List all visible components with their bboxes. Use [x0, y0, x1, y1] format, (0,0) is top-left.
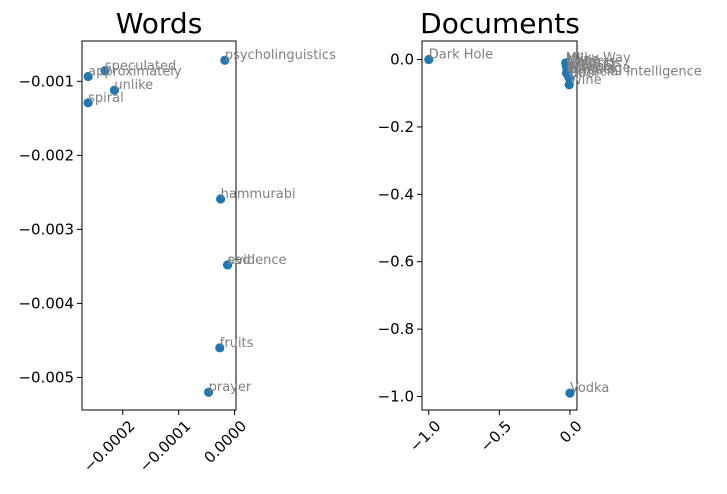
words-point-label: hammurabi: [221, 187, 296, 202]
words-scatter-point: [83, 71, 93, 82]
words-x-tick-label: −0.0001: [136, 417, 195, 476]
documents-chart-title: Documents: [420, 7, 580, 40]
words-y-tick-label: −0.002: [18, 146, 74, 164]
documents-point-label: Objects: [566, 54, 615, 69]
words-scatter-point: [83, 98, 93, 108]
words-point-label: approximately: [88, 65, 182, 80]
words-scatter-point: [216, 194, 226, 204]
documents-point-label: Writings: [568, 56, 621, 71]
words-points: [83, 55, 233, 397]
documents-point-label: Beer: [569, 66, 600, 81]
documents-plot-frame: [421, 40, 578, 411]
documents-point-label: Language: [566, 61, 630, 76]
words-point-labels: psycholinguistics speculatedapproximately…: [88, 48, 336, 395]
documents-y-tick-label: −0.2: [378, 118, 414, 136]
documents-point-label: Wine: [569, 73, 601, 88]
documents-points: [424, 54, 575, 398]
words-point-label: sad: [228, 253, 251, 268]
words-y-ticks: −0.001 −0.002 −0.003 −0.004 −0.005: [18, 72, 82, 386]
words-y-tick-label: −0.003: [18, 220, 74, 238]
words-scatter-point: [204, 387, 214, 397]
words-y-tick-label: −0.004: [18, 294, 74, 312]
documents-point-label: Milky Way: [566, 51, 631, 66]
words-scatter-point: [109, 85, 120, 95]
words-scatter-point: [223, 260, 233, 270]
words-point-label: unlike: [114, 78, 153, 93]
documents-x-tick-label: −0.5: [477, 417, 515, 455]
words-scatter-point: [100, 66, 110, 76]
documents-point-label: Dark Hole: [429, 48, 493, 63]
documents-scatter-panel: Documents 0.0 −0.2 −0.4 −0.6 −0.8 −1.0 −1.0 −0…: [378, 7, 702, 456]
documents-y-tick-label: −0.6: [378, 253, 414, 271]
documents-point-label: Planets: [568, 63, 616, 78]
words-point-label: spiral: [88, 91, 124, 106]
documents-scatter-point: [564, 80, 574, 90]
documents-y-tick-label: −0.8: [378, 320, 414, 338]
documents-point-label: Life: [567, 58, 590, 73]
documents-point-labels: Dark Hole Milky WayWineObjectsWritingsLif…: [429, 48, 702, 397]
documents-point-label: Wine: [567, 53, 599, 68]
documents-scatter-point: [424, 54, 434, 65]
words-point-label: evidence: [228, 253, 287, 268]
words-x-tick-label: −0.0002: [80, 417, 139, 476]
documents-point-label: Vodka: [570, 381, 609, 396]
words-scatter-panel: Words −0.001 −0.002 −0.003 −0.004 −0.005 −0.…: [18, 7, 336, 476]
documents-y-tick-label: −0.4: [378, 185, 414, 203]
words-scatter-point: [215, 343, 225, 353]
words-x-ticks: −0.0002−0.0001 0.0000: [80, 410, 251, 476]
words-y-tick-label: −0.001: [18, 72, 74, 90]
words-scatter-point: [220, 55, 230, 65]
words-plot-frame: [81, 40, 237, 411]
words-point-label: fruits: [220, 336, 254, 351]
words-point-label: psycholinguistics: [225, 48, 336, 63]
words-y-tick-label: −0.005: [18, 368, 74, 386]
words-chart-title: Words: [116, 7, 203, 40]
words-point-label: prayer: [209, 380, 252, 395]
documents-point-label: Alcohol: [569, 59, 616, 74]
documents-x-ticks: −1.0 −0.5 0.0: [406, 410, 586, 456]
documents-x-tick-label: −1.0: [406, 417, 444, 455]
documents-y-ticks: 0.0 −0.2 −0.4 −0.6 −0.8 −1.0: [378, 51, 422, 406]
documents-point-label: Artificial Intelligence: [569, 64, 702, 79]
words-x-tick-label: 0.0000: [201, 417, 251, 467]
documents-y-tick-label: 0.0: [390, 51, 414, 69]
documents-x-tick-label: 0.0: [556, 417, 586, 447]
documents-scatter-point: [565, 388, 575, 398]
words-point-label: speculated: [105, 59, 176, 74]
documents-scatter-point: [564, 73, 574, 83]
documents-y-tick-label: −1.0: [378, 388, 414, 406]
